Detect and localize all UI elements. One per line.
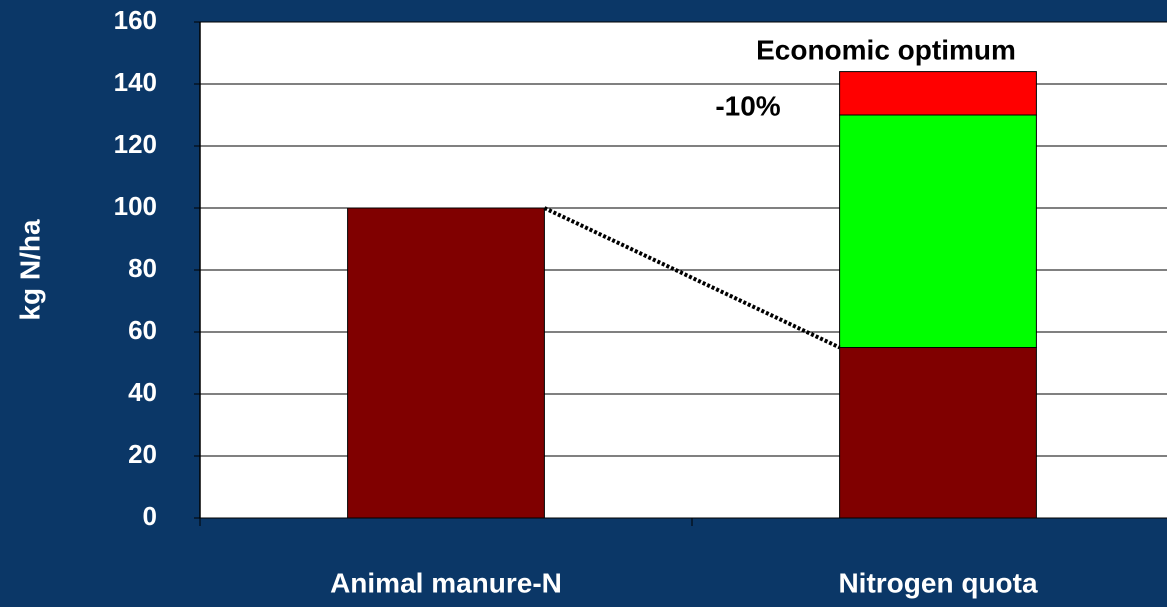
x-tick-label: Animal manure-N (330, 567, 562, 598)
annotation: Economic optimum (756, 34, 1016, 65)
bar-segment (347, 207, 545, 519)
bar-segment (839, 71, 1037, 116)
annotation: -10% (715, 90, 780, 121)
y-tick-label: 20 (128, 439, 157, 469)
y-tick-label: 140 (114, 67, 157, 97)
y-tick-label: 120 (114, 129, 157, 159)
y-tick-label: 160 (114, 5, 157, 35)
connector (543, 206, 841, 350)
y-tick-label: 0 (143, 501, 157, 531)
x-tick-label: Nitrogen quota (838, 567, 1038, 598)
y-axis-label: kg N/ha (14, 219, 45, 321)
bar-segment (839, 114, 1037, 348)
y-tick-label: 100 (114, 191, 157, 221)
y-tick-label: 80 (128, 253, 157, 283)
bar-segment (839, 347, 1037, 519)
y-tick-label: 40 (128, 377, 157, 407)
y-tick-label: 60 (128, 315, 157, 345)
